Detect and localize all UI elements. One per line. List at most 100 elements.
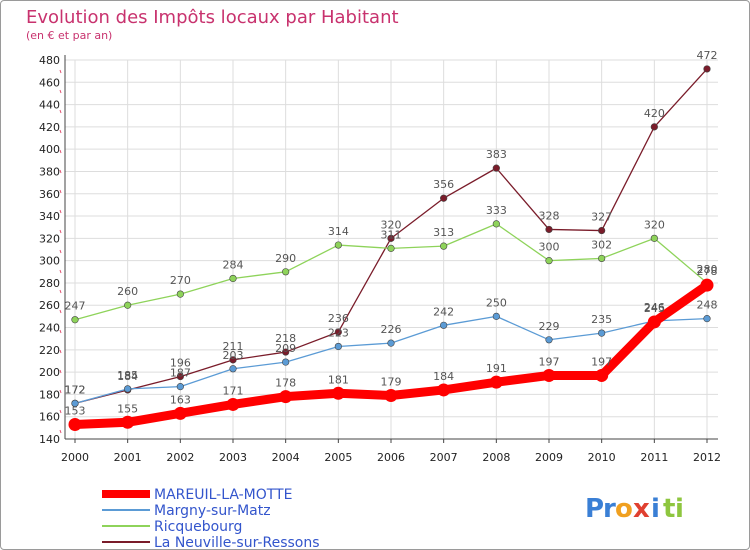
data-label: 356 xyxy=(433,178,454,191)
data-point xyxy=(384,389,398,403)
data-point xyxy=(121,415,135,429)
data-label: 223 xyxy=(328,326,349,339)
y-tick-label: 260 xyxy=(39,299,60,312)
y-tick-label: 440 xyxy=(39,99,60,112)
data-label: 250 xyxy=(486,296,507,309)
x-tick-label: 2009 xyxy=(535,451,563,464)
axis-dash xyxy=(59,89,62,94)
data-label: 178 xyxy=(275,377,296,390)
legend-label: Ricquebourg xyxy=(154,519,242,535)
series-margny-sur-matz xyxy=(71,312,711,407)
series-layer: 172 184 196 211 218 236 320 356 383 328 327 420 472 2… xyxy=(65,49,718,432)
data-label: 290 xyxy=(275,252,296,265)
data-point xyxy=(440,194,448,202)
data-label: 226 xyxy=(381,323,402,336)
data-label: 181 xyxy=(328,373,349,386)
data-label: 163 xyxy=(170,393,191,406)
data-point xyxy=(492,164,500,172)
legend: MAREUIL-LA-MOTTEMargny-sur-MatzRicquebou… xyxy=(102,487,320,550)
axis-dash xyxy=(59,269,62,274)
data-point xyxy=(650,234,658,242)
legend-label: MAREUIL-LA-MOTTE xyxy=(154,487,292,503)
axis-dash xyxy=(59,149,62,154)
data-label: 472 xyxy=(697,49,718,62)
axis-dash xyxy=(59,369,62,374)
axis-dash xyxy=(59,109,62,114)
data-label: 420 xyxy=(644,107,665,120)
logo-letter: t xyxy=(663,494,675,524)
data-point xyxy=(334,241,342,249)
data-point xyxy=(387,234,395,242)
x-tick-label: 2002 xyxy=(166,451,194,464)
data-point xyxy=(598,226,606,235)
data-point xyxy=(440,321,448,329)
x-tick-label: 2007 xyxy=(430,451,458,464)
data-point xyxy=(489,375,503,389)
axis-dash xyxy=(59,249,62,254)
data-point xyxy=(650,123,658,131)
x-tick-label: 2010 xyxy=(588,451,616,464)
axis-dash xyxy=(59,169,62,174)
data-label: 236 xyxy=(328,312,349,325)
y-tick-label: 220 xyxy=(39,344,60,357)
data-label: 153 xyxy=(65,405,86,418)
data-point xyxy=(387,339,395,347)
data-label: 172 xyxy=(65,383,86,396)
data-label: 300 xyxy=(539,241,560,254)
y-tick-label: 180 xyxy=(39,388,60,401)
axis-dash xyxy=(59,229,62,234)
y-tick-label: 140 xyxy=(39,433,60,446)
data-label: 235 xyxy=(591,313,612,326)
data-label: 284 xyxy=(223,258,244,271)
data-point xyxy=(229,274,237,283)
y-tick-label: 300 xyxy=(39,255,60,268)
data-point xyxy=(229,356,237,364)
data-label: 320 xyxy=(381,218,402,231)
data-point xyxy=(226,397,240,411)
x-tick-label: 2012 xyxy=(693,451,721,464)
y-tick-label: 340 xyxy=(39,210,60,223)
data-label: 197 xyxy=(539,355,560,368)
y-tick-label: 380 xyxy=(39,165,60,178)
axis-dash xyxy=(59,349,62,354)
data-label: 209 xyxy=(275,342,296,355)
logo-letter: r xyxy=(603,494,616,524)
x-tick-label: 2001 xyxy=(114,451,142,464)
y-tick-label: 360 xyxy=(39,188,60,201)
data-point xyxy=(331,386,345,400)
data-label: 191 xyxy=(486,362,507,375)
series-mareuil-la-motte xyxy=(68,278,714,432)
data-label: 280 xyxy=(697,263,718,276)
data-label: 218 xyxy=(275,332,296,345)
logo-letter: x xyxy=(633,494,650,524)
data-point xyxy=(387,244,395,252)
axis-dash xyxy=(59,189,62,194)
y-tick-label: 160 xyxy=(39,411,60,424)
data-label: 155 xyxy=(117,402,138,415)
data-label: 171 xyxy=(223,384,244,397)
data-label: 187 xyxy=(170,367,191,380)
data-label: 313 xyxy=(433,226,454,239)
logo-letter: P xyxy=(585,494,604,524)
axis-dash xyxy=(59,429,62,434)
axis-dash xyxy=(59,289,62,294)
data-label: 211 xyxy=(223,340,244,353)
y-tick-label: 200 xyxy=(39,366,60,379)
axis-dash xyxy=(59,129,62,134)
data-label: 314 xyxy=(328,225,349,238)
axis-dash xyxy=(59,389,62,394)
data-point xyxy=(703,315,711,323)
data-label: 328 xyxy=(539,209,560,222)
y-tick-label: 420 xyxy=(39,121,60,134)
data-point xyxy=(279,390,293,404)
data-point xyxy=(703,65,711,73)
x-tick-label: 2004 xyxy=(272,451,300,464)
x-tick-label: 2000 xyxy=(61,451,89,464)
y-tick-label: 460 xyxy=(39,76,60,89)
data-label: 260 xyxy=(117,285,138,298)
data-label: 196 xyxy=(170,357,191,370)
data-point xyxy=(334,342,342,351)
data-point xyxy=(176,383,184,391)
logo-letter: o xyxy=(615,494,633,524)
y-tick-label: 240 xyxy=(39,322,60,335)
